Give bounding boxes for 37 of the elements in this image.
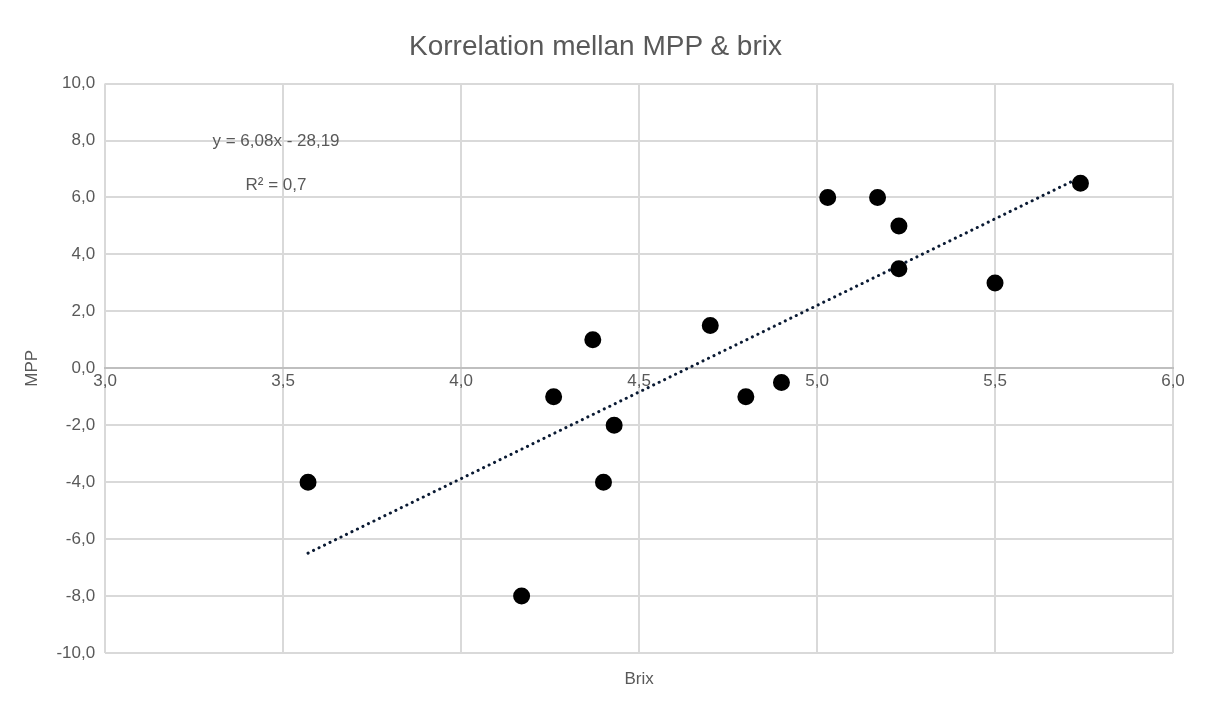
y-tick-label: -10,0 [56,642,96,662]
y-tick-label: 2,0 [71,301,96,321]
x-tick-label: 4,0 [449,371,473,391]
y-axis-title: MPP [21,349,41,387]
y-tick-label: 8,0 [71,130,96,150]
x-tick-label: 3,0 [93,371,117,391]
annotation: R² = 0,7 [245,175,307,195]
x-tick-label: 5,0 [805,371,829,391]
chart-title: Korrelation mellan MPP & brix [409,29,782,61]
point [299,473,317,491]
y-tick-label: -2,0 [65,414,96,434]
y-tick-label: 10,0 [62,73,96,93]
x-tick-label: 4,5 [627,371,651,391]
point [545,388,563,406]
point [890,260,908,278]
point [986,274,1004,292]
x-axis-title: Brix [624,668,655,688]
x-tick-label: 5,5 [983,371,1007,391]
point [594,473,612,491]
point [1071,174,1089,192]
point [737,388,755,406]
y-tick-label: -6,0 [65,528,96,548]
y-tick-label: 6,0 [71,187,96,207]
x-tick-label: 3,5 [271,371,295,391]
y-tick-label: 4,0 [71,244,96,264]
point [819,188,837,206]
point [772,374,790,392]
y-tick-label: -4,0 [65,471,96,491]
point [513,587,531,605]
point [701,317,719,335]
x-tick-label: 6,0 [1161,371,1185,391]
y-tick-label: -8,0 [65,585,96,605]
annotation: y = 6,08x - 28,19 [212,131,340,151]
point [890,217,908,235]
point [869,188,887,206]
point [605,416,623,434]
point [584,331,602,349]
